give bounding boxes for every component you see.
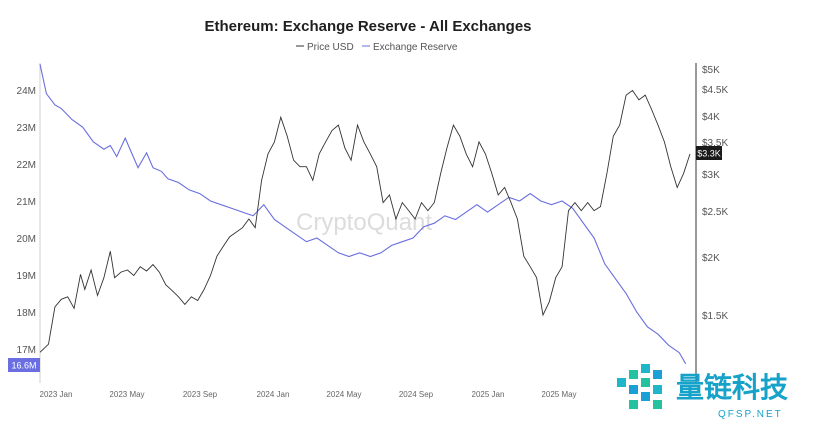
- left-tick: 22M: [17, 160, 36, 171]
- x-tick: 2024 Sep: [399, 390, 434, 399]
- chart-legend: Price USD Exchange Reserve: [296, 42, 458, 53]
- reserve-current-badge: 16.6M: [8, 358, 40, 372]
- left-axis-ticks: 24M 23M 22M 21M 20M 19M 18M 17M: [17, 86, 36, 356]
- right-tick: $3.5K: [702, 138, 728, 149]
- reserve-badge-bg: [8, 358, 40, 372]
- x-tick: 2024 Jan: [257, 390, 290, 399]
- right-tick: $2.5K: [702, 207, 728, 218]
- legend-price-label: Price USD: [307, 42, 354, 53]
- x-tick: 2025 May: [541, 390, 576, 399]
- right-tick: $2K: [702, 253, 720, 264]
- right-tick: $4K: [702, 112, 720, 123]
- legend-reserve-label: Exchange Reserve: [373, 42, 458, 53]
- logo-name-cn: 量链科技: [676, 371, 788, 404]
- price-badge-bg: [696, 146, 722, 160]
- right-tick: $1.5K: [702, 311, 728, 322]
- reserve-badge-label: 16.6M: [11, 361, 36, 371]
- x-tick: 2024 May: [326, 390, 361, 399]
- logo-name-en: QFSP.NET: [718, 409, 783, 420]
- left-tick: 20M: [17, 234, 36, 245]
- x-tick: 2023 Jan: [40, 390, 73, 399]
- left-tick: 24M: [17, 86, 36, 97]
- right-axis-ticks: $5K $4.5K $4K $3.5K $3K $2.5K $2K $1.5K: [702, 65, 728, 322]
- right-tick: $4.5K: [702, 85, 728, 96]
- series-line-exchange-reserve: [39, 63, 687, 365]
- watermark: CryptoQuant: [296, 209, 432, 236]
- left-tick: 17M: [17, 345, 36, 356]
- chart-title: Ethereum: Exchange Reserve - All Exchang…: [204, 18, 531, 35]
- logo-mark-icon: [617, 364, 662, 409]
- price-badge-label: $3.3K: [697, 149, 721, 159]
- right-tick: $5K: [702, 65, 720, 76]
- x-tick: 2025 Jan: [472, 390, 505, 399]
- x-tick: 2023 May: [109, 390, 144, 399]
- x-tick: 2023 Sep: [183, 390, 218, 399]
- price-current-badge: $3.3K: [696, 146, 722, 160]
- right-tick: $3K: [702, 170, 720, 181]
- x-axis-ticks: 2023 Jan 2023 May 2023 Sep 2024 Jan 2024…: [40, 390, 577, 399]
- brand-logo: 量链科技 QFSP.NET: [617, 364, 788, 420]
- left-tick: 19M: [17, 271, 36, 282]
- left-tick: 21M: [17, 197, 36, 208]
- series-line-price-usd: [39, 89, 691, 353]
- left-tick: 23M: [17, 123, 36, 134]
- left-tick: 18M: [17, 308, 36, 319]
